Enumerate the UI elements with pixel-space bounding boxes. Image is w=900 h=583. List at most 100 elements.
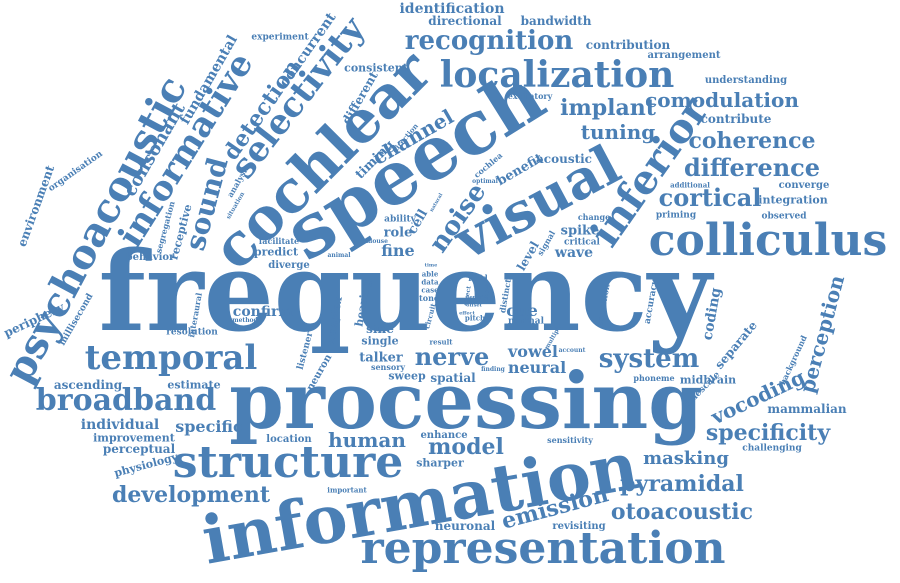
word-structure: structure bbox=[172, 437, 404, 488]
word-period: period bbox=[465, 294, 485, 301]
word-acoustic: acoustic bbox=[536, 152, 592, 166]
word-comodulation: comodulation bbox=[645, 88, 799, 112]
word-perception: perception bbox=[794, 272, 850, 396]
word-localization: localization bbox=[439, 54, 675, 96]
word-specificity: specificity bbox=[705, 420, 831, 446]
word-sensory: sensory bbox=[370, 362, 406, 372]
word-time: time bbox=[424, 262, 438, 269]
word-system: system bbox=[598, 344, 700, 374]
word-priming: priming bbox=[655, 210, 697, 221]
word-effect: effect bbox=[459, 310, 475, 317]
word-result: result bbox=[429, 337, 453, 347]
word-broadband: broadband bbox=[35, 383, 217, 418]
word-frequency: frequency bbox=[98, 227, 712, 356]
word-sweep: sweep bbox=[388, 369, 426, 383]
word-mouse: mouse bbox=[366, 238, 388, 245]
word-identification: identification bbox=[399, 1, 505, 17]
word-neuronal: neuronal bbox=[434, 519, 496, 533]
word-improvement: improvement bbox=[93, 431, 175, 445]
word-role: role bbox=[383, 225, 413, 241]
word-tone: tone bbox=[419, 293, 439, 303]
word-individual: individual bbox=[80, 417, 160, 433]
word-account: account bbox=[558, 347, 586, 354]
word-offset: offset bbox=[466, 302, 482, 309]
word-spike: spike bbox=[560, 223, 600, 239]
word-additional: additional bbox=[670, 180, 710, 190]
word-development: development bbox=[111, 482, 271, 508]
word-wave: wave bbox=[554, 245, 594, 261]
word-diverge: diverge bbox=[268, 260, 310, 271]
word-sine: sine bbox=[366, 322, 394, 336]
word-enhance: enhance bbox=[420, 430, 468, 441]
word-sensitivity: sensitivity bbox=[547, 435, 593, 445]
word-resolution: resolution bbox=[166, 327, 218, 338]
word-finding: finding bbox=[481, 366, 505, 373]
word-masking: masking bbox=[643, 448, 729, 469]
word-sharper: sharper bbox=[416, 456, 464, 470]
word-directional: directional bbox=[428, 14, 502, 28]
word-critical: critical bbox=[564, 237, 600, 248]
word-location: location bbox=[266, 434, 312, 445]
word-confirm: confirm bbox=[232, 304, 294, 320]
word-arrangement: arrangement bbox=[647, 50, 721, 61]
word-case: case bbox=[421, 285, 439, 295]
word-vowel: vowel bbox=[508, 342, 558, 361]
word-converge: converge bbox=[778, 180, 830, 191]
word-bandwidth: bandwidth bbox=[520, 14, 592, 28]
word-representation: representation bbox=[360, 523, 726, 574]
word-spatial: spatial bbox=[430, 371, 476, 385]
word-nerve: nerve bbox=[414, 342, 490, 371]
word-consistent: consistent bbox=[344, 61, 408, 75]
word-neural: neural bbox=[507, 358, 567, 377]
word-processing: processing bbox=[229, 356, 703, 447]
word-specific: specific bbox=[175, 417, 243, 436]
word-coherence: coherence bbox=[688, 128, 816, 154]
word-model: model bbox=[428, 434, 504, 460]
word-talker: talker bbox=[359, 350, 403, 366]
word-human: human bbox=[328, 428, 406, 452]
word-separate: separate bbox=[712, 318, 760, 372]
word-integration: integration bbox=[758, 193, 828, 207]
word-important: important bbox=[327, 485, 367, 495]
word-facilitate: facilitate bbox=[258, 236, 300, 246]
word-able: able bbox=[421, 269, 439, 279]
word-normal: normal bbox=[507, 316, 545, 327]
word-mammalian: mammalian bbox=[767, 402, 847, 416]
word-data: data bbox=[421, 277, 439, 287]
word-implant: implant bbox=[560, 95, 656, 121]
word-observed: observed bbox=[761, 211, 807, 222]
word-ability: ability bbox=[384, 214, 416, 225]
word-temporal: temporal bbox=[84, 338, 258, 378]
word-method: method bbox=[232, 317, 258, 324]
word-contribute: contribute bbox=[700, 112, 772, 126]
word-contribution: contribution bbox=[585, 38, 671, 52]
word-field: field bbox=[468, 273, 488, 283]
word-ascending: ascending bbox=[53, 378, 123, 392]
word-optimal: optimal bbox=[472, 178, 498, 185]
word-experiment: experiment bbox=[251, 32, 309, 43]
word-estimate: estimate bbox=[167, 378, 221, 392]
word-understanding: understanding bbox=[704, 75, 788, 86]
word-environment: environment bbox=[14, 163, 58, 249]
word-cue: cue bbox=[506, 301, 538, 320]
word-pyramidal: pyramidal bbox=[620, 471, 744, 497]
word-difference: difference bbox=[683, 153, 821, 182]
word-behavior: behavior bbox=[125, 252, 175, 263]
word-otoacoustic: otoacoustic bbox=[610, 499, 754, 525]
word-change: change bbox=[577, 212, 611, 222]
word-excitatory: excitatory bbox=[507, 91, 553, 101]
word-animal: animal bbox=[327, 252, 351, 259]
word-colliculus: colliculus bbox=[648, 215, 888, 266]
word-challenging: challenging bbox=[742, 443, 802, 454]
word-fine: fine bbox=[381, 241, 415, 260]
word-single: single bbox=[361, 334, 399, 348]
word-tuning: tuning bbox=[580, 120, 656, 144]
word-pitch: pitch bbox=[464, 313, 486, 323]
word-phoneme: phoneme bbox=[633, 373, 675, 383]
word-midbrain: midbrain bbox=[679, 373, 737, 387]
word-revisiting: revisiting bbox=[552, 521, 606, 532]
word-recognition: recognition bbox=[404, 26, 574, 56]
word-predict: predict bbox=[253, 245, 299, 259]
word-cortical: cortical bbox=[658, 183, 762, 212]
